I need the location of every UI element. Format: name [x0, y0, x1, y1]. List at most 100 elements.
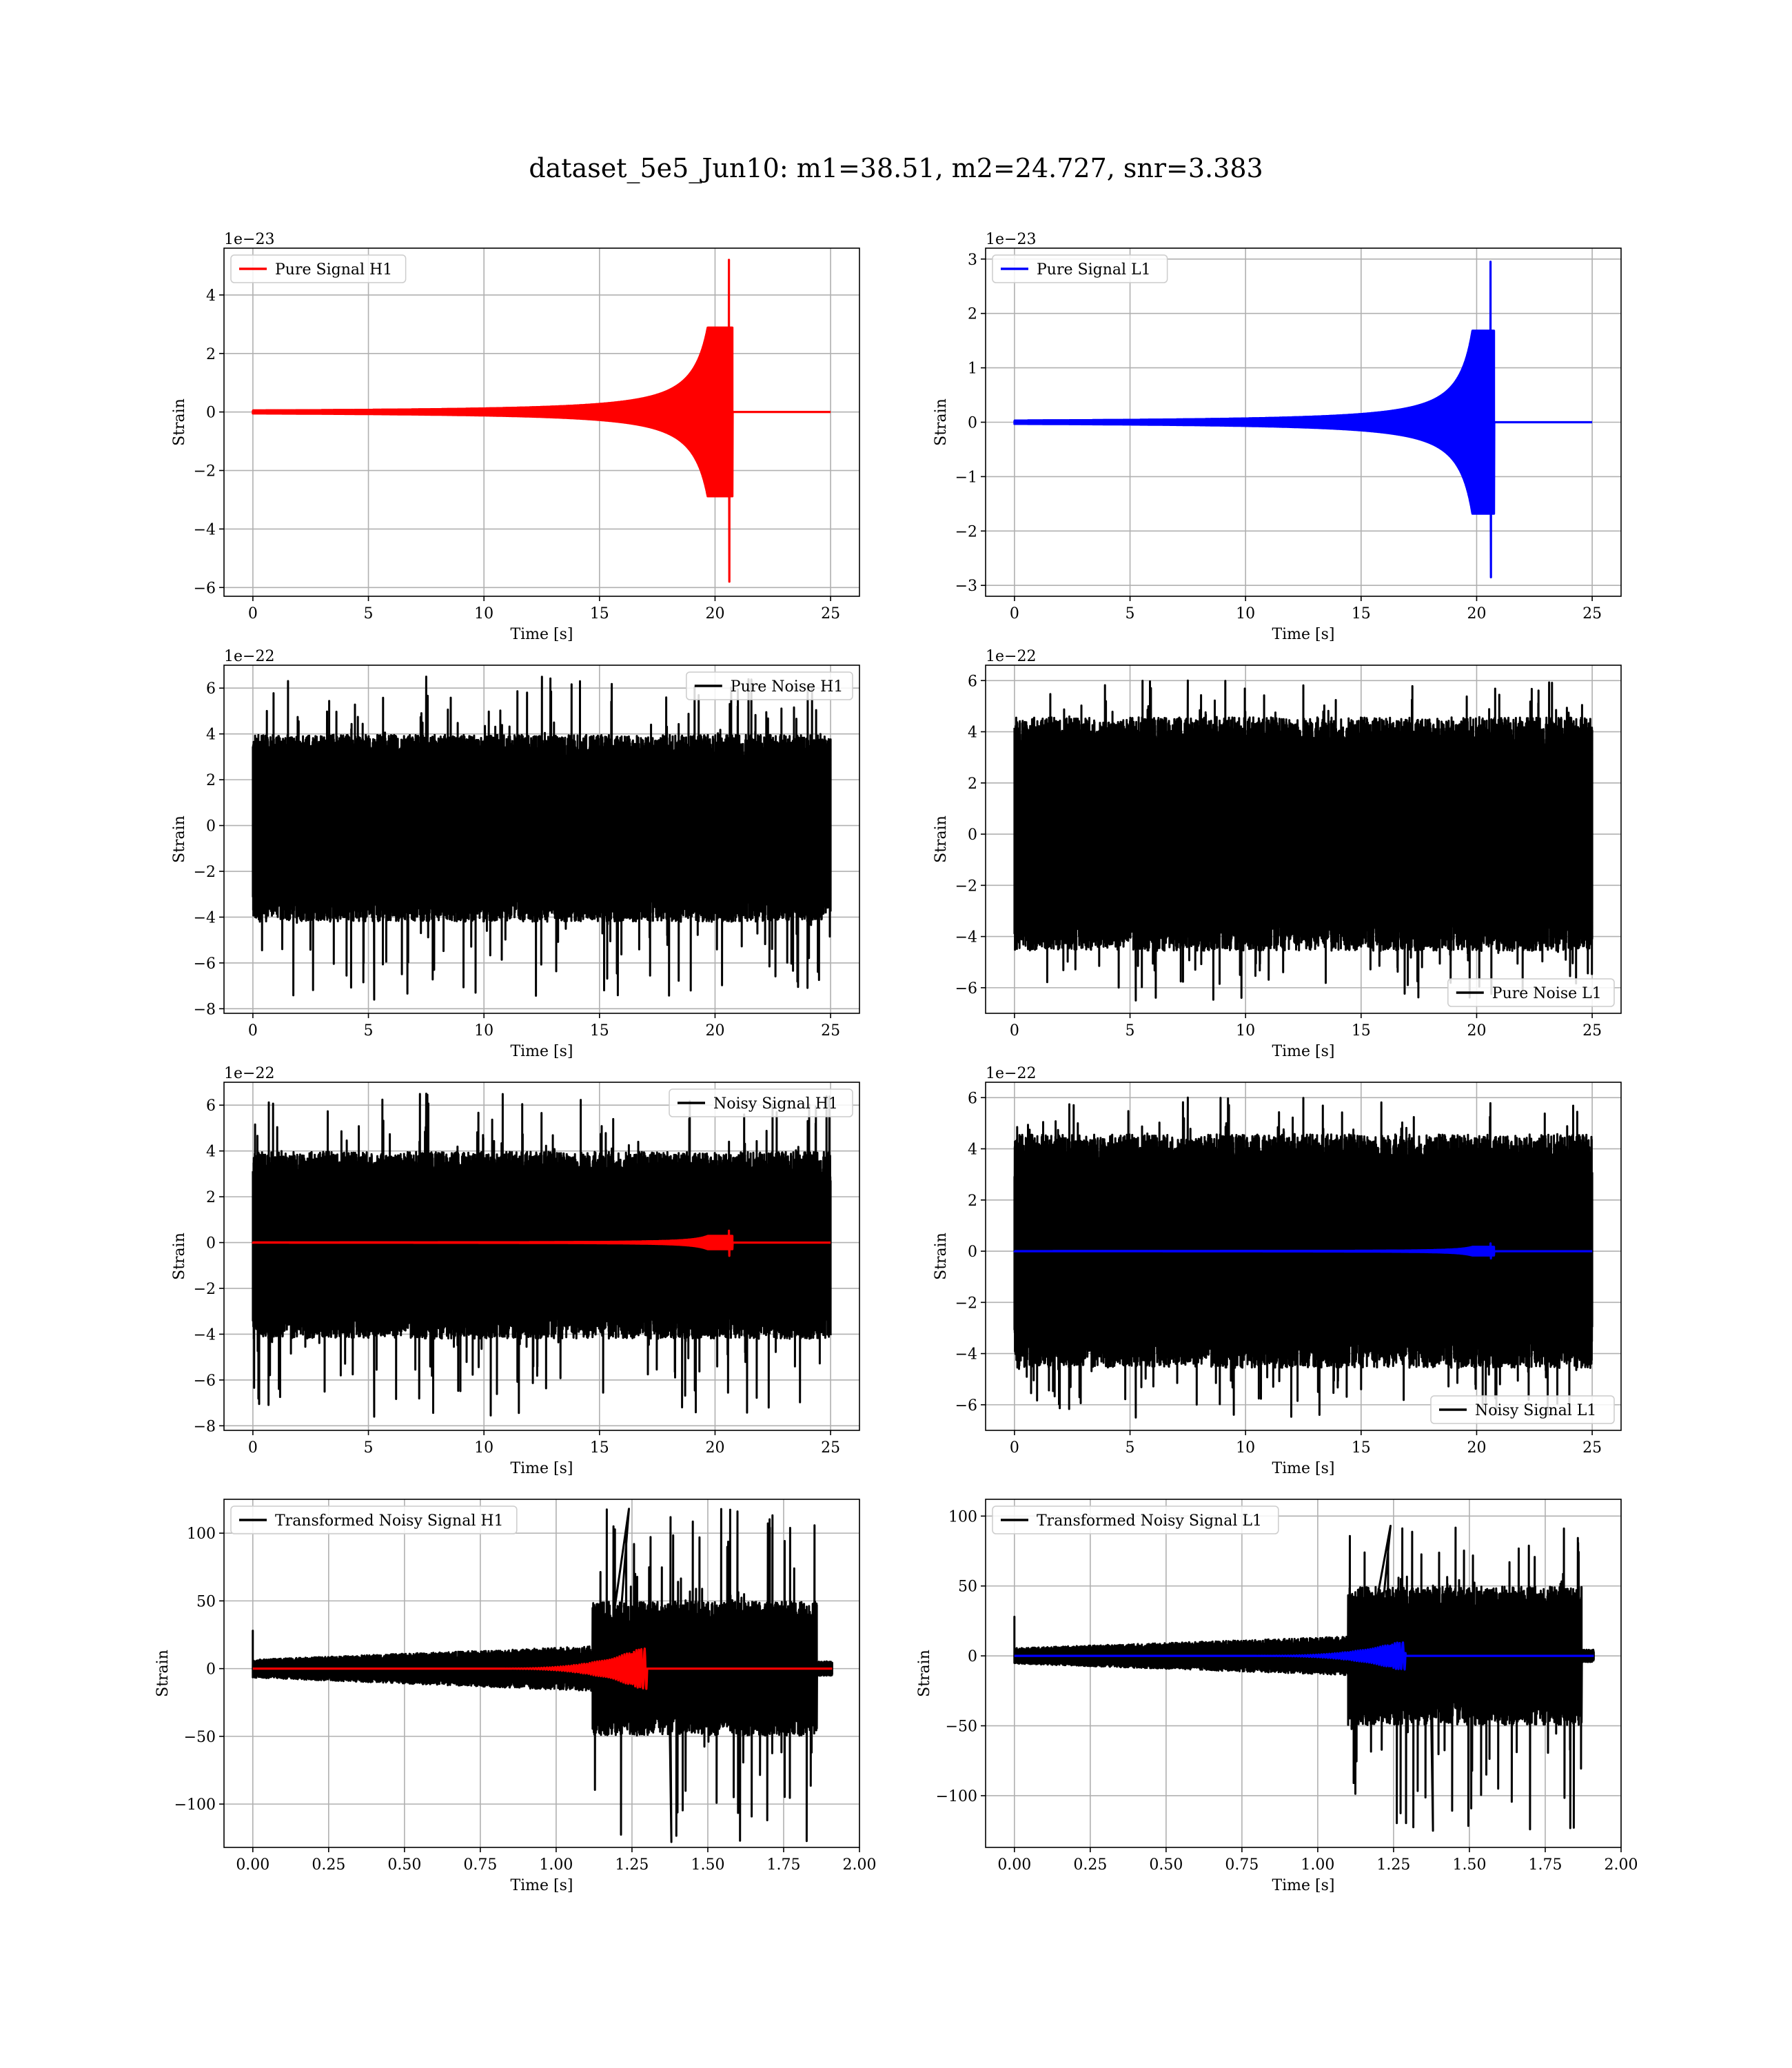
y-tick-label: −4 — [955, 929, 977, 946]
x-tick-label: 0 — [248, 605, 258, 622]
x-tick-label: 25 — [1582, 1439, 1602, 1457]
y-axis-label: Strain — [933, 815, 950, 863]
x-tick-label: 20 — [705, 1439, 724, 1457]
x-axis-label: Time [s] — [1272, 1043, 1334, 1060]
legend-label: Pure Signal H1 — [275, 261, 392, 278]
legend: Noisy Signal H1 — [669, 1088, 853, 1117]
axes-frame — [985, 665, 1622, 1014]
axis-offset-label: 1e−22 — [224, 648, 274, 665]
x-tick-label: 1.75 — [1528, 1856, 1562, 1874]
axes-frame — [223, 247, 860, 597]
legend: Pure Signal L1 — [992, 254, 1168, 283]
x-tick-label: 1.50 — [691, 1856, 724, 1874]
x-tick-label: 0 — [1010, 1439, 1019, 1457]
y-tick-label: −8 — [194, 1001, 216, 1018]
x-tick-label: 0 — [248, 1439, 258, 1457]
x-tick-label: 5 — [1126, 1022, 1135, 1040]
y-tick-label: 4 — [206, 287, 216, 305]
y-tick-label: −4 — [194, 909, 216, 926]
x-tick-label: 25 — [1582, 605, 1602, 622]
x-axis-label: Time [s] — [510, 1877, 573, 1894]
series-line-transformed-noisy-signal-l1 — [1013, 1525, 1595, 1832]
series-group — [252, 676, 832, 1001]
x-axis-label: Time [s] — [510, 626, 573, 643]
figure-title: dataset_5e5_Jun10: m1=38.51, m2=24.727, … — [529, 153, 1263, 183]
x-tick-label: 2.00 — [843, 1856, 877, 1874]
x-tick-label: 5 — [364, 605, 374, 622]
x-tick-label: 5 — [364, 1022, 374, 1040]
y-tick-label: 50 — [958, 1579, 977, 1596]
legend-box — [669, 1088, 853, 1117]
legend-box — [1430, 1395, 1615, 1424]
axes-frame — [223, 1499, 860, 1848]
y-tick-label: −6 — [194, 1372, 216, 1390]
legend: Noisy Signal L1 — [1430, 1395, 1615, 1424]
axis-offset-label: 1e−22 — [224, 1065, 274, 1082]
x-tick-label: 10 — [474, 1022, 493, 1040]
y-axis-label: Strain — [171, 815, 188, 863]
y-axis-label: Strain — [154, 1650, 172, 1697]
y-tick-label: −50 — [184, 1729, 216, 1746]
series-line-overlay-1 — [1013, 1641, 1595, 1671]
y-tick-label: −50 — [946, 1719, 977, 1736]
x-tick-label: 10 — [1236, 1022, 1255, 1040]
y-tick-label: 0 — [206, 818, 216, 835]
x-tick-label: 15 — [590, 1439, 609, 1457]
y-tick-label: −100 — [174, 1796, 216, 1814]
x-tick-label: 1.25 — [615, 1856, 649, 1874]
series-group — [1013, 679, 1594, 1002]
y-tick-label: −3 — [955, 578, 977, 595]
x-tick-label: 0 — [1010, 605, 1019, 622]
x-tick-label: 15 — [590, 1022, 609, 1040]
y-tick-label: −6 — [955, 980, 977, 997]
x-tick-label: 10 — [474, 605, 493, 622]
y-tick-label: 100 — [187, 1525, 216, 1543]
x-tick-label: 1.75 — [766, 1856, 800, 1874]
series-group — [1013, 1096, 1594, 1419]
y-tick-label: −2 — [955, 1295, 977, 1312]
y-tick-label: 0 — [968, 827, 977, 844]
series-line-noisy-signal-l1 — [1013, 1096, 1594, 1419]
y-tick-label: 2 — [968, 306, 977, 323]
series-line-pure-signal-l1 — [1013, 261, 1594, 578]
series-line-pure-noise-l1 — [1013, 679, 1594, 1002]
legend-label: Noisy Signal H1 — [713, 1095, 838, 1113]
x-axis-label: Time [s] — [1272, 1460, 1334, 1477]
y-tick-label: −2 — [955, 878, 977, 895]
x-tick-label: 20 — [705, 605, 724, 622]
y-tick-label: −2 — [194, 864, 216, 881]
y-tick-label: 4 — [968, 724, 977, 742]
x-tick-label: 15 — [590, 605, 609, 622]
y-tick-label: −6 — [194, 955, 216, 973]
x-tick-label: 20 — [1467, 1022, 1486, 1040]
series-line-pure-signal-h1 — [252, 258, 832, 583]
legend-label: Transformed Noisy Signal L1 — [1037, 1512, 1262, 1530]
y-tick-label: −100 — [936, 1788, 977, 1805]
y-tick-label: 0 — [206, 405, 216, 422]
y-tick-label: 2 — [968, 1193, 977, 1210]
legend-box — [686, 671, 853, 700]
y-tick-label: 2 — [206, 772, 216, 789]
series-line-transformed-noisy-signal-h1 — [252, 1508, 833, 1843]
x-tick-label: 10 — [1236, 1439, 1255, 1457]
legend-label: Pure Noise L1 — [1492, 985, 1602, 1002]
x-tick-label: 20 — [1467, 1439, 1486, 1457]
legend-box — [1447, 978, 1615, 1007]
y-tick-label: 3 — [968, 252, 977, 269]
y-tick-label: 0 — [206, 1661, 216, 1679]
y-tick-label: −8 — [194, 1418, 216, 1435]
chart-panel-third-row-left: 0 5 10 15 20 25 −8 −6 −4 −2 0 2 4 6 1e−22 Time [s] Strai… — [171, 1065, 860, 1477]
series-line-overlay-1 — [252, 1229, 832, 1257]
axis-offset-label: 1e−23 — [224, 231, 274, 248]
y-tick-label: −4 — [194, 1326, 216, 1344]
y-tick-label: 4 — [206, 1144, 216, 1161]
x-tick-label: 5 — [364, 1439, 374, 1457]
x-tick-label: 0.75 — [1225, 1856, 1259, 1874]
chart-panel-top-left: 0 5 10 15 20 25 −6 −4 −2 0 2 4 1e−23 Time [s] Strain Pu… — [171, 231, 860, 643]
x-tick-label: 0.50 — [1149, 1856, 1183, 1874]
chart-panel-second-row-right: 0 5 10 15 20 25 −6 −4 −2 0 2 4 6 1e−22 Time [s] Strain P… — [933, 648, 1622, 1060]
legend-label: Noisy Signal L1 — [1475, 1402, 1596, 1419]
y-tick-label: −4 — [955, 1346, 977, 1364]
series-line-overlay-1 — [1013, 1242, 1594, 1260]
